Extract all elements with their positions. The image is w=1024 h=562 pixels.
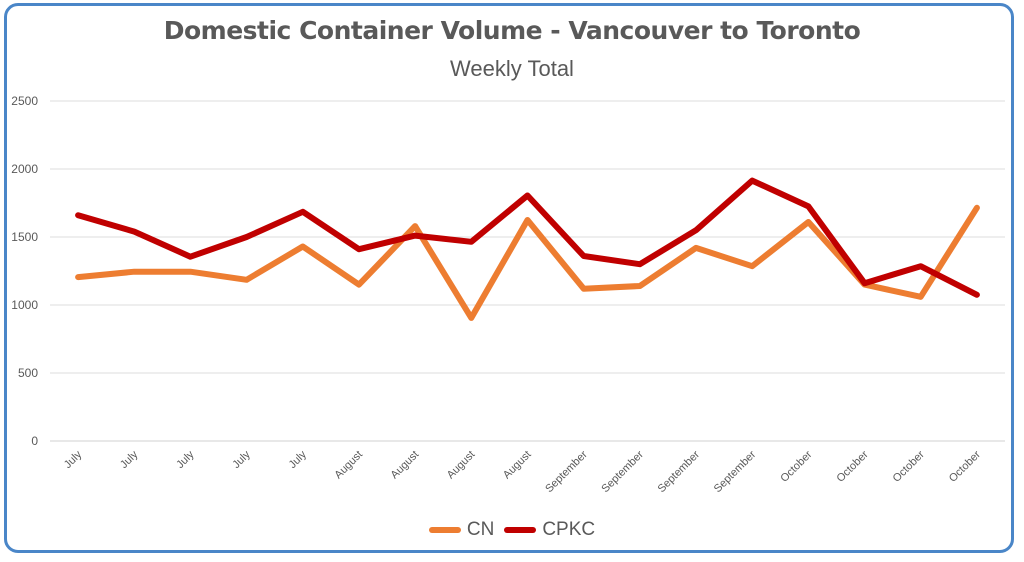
x-tick-label: July	[62, 448, 85, 471]
x-tick-label: September	[543, 448, 590, 495]
chart-frame	[4, 3, 1014, 553]
x-tick-label: October	[835, 448, 871, 484]
x-tick-label: September	[656, 448, 703, 495]
y-tick-label: 500	[18, 366, 38, 380]
x-tick-label: July	[174, 448, 197, 471]
x-tick-label: August	[332, 449, 365, 482]
x-tick-label: October	[947, 448, 983, 484]
x-tick-label: July	[118, 448, 141, 471]
y-tick-label: 2000	[11, 162, 38, 176]
chart-subtitle: Weekly Total	[450, 56, 574, 81]
y-tick-label: 1500	[11, 230, 38, 244]
x-tick-label: October	[778, 448, 814, 484]
chart-legend: CN CPKC	[0, 519, 1024, 541]
x-tick-label: September	[712, 448, 759, 495]
legend-item-cn: CN	[428, 519, 495, 541]
legend-swatch-cn	[428, 527, 461, 533]
y-tick-label: 0	[31, 434, 38, 448]
series-line-cn	[75, 204, 980, 321]
x-tick-label: August	[389, 449, 422, 482]
x-tick-label: October	[891, 448, 927, 484]
chart-title: Domestic Container Volume - Vancouver to…	[163, 16, 861, 45]
legend-label-cn: CN	[466, 519, 495, 540]
legend-item-cpkc: CPKC	[504, 519, 595, 541]
x-tick-label: July	[287, 448, 310, 471]
series-line-cpkc	[75, 177, 980, 298]
legend-label-cpkc: CPKC	[542, 519, 596, 540]
x-tick-label: July	[230, 448, 253, 471]
x-tick-label: August	[445, 449, 478, 482]
x-tick-label: September	[599, 448, 646, 495]
legend-swatch-cpkc	[504, 527, 537, 533]
x-tick-label: August	[501, 449, 534, 482]
y-tick-label: 2500	[11, 94, 38, 108]
y-tick-label: 1000	[11, 298, 38, 312]
